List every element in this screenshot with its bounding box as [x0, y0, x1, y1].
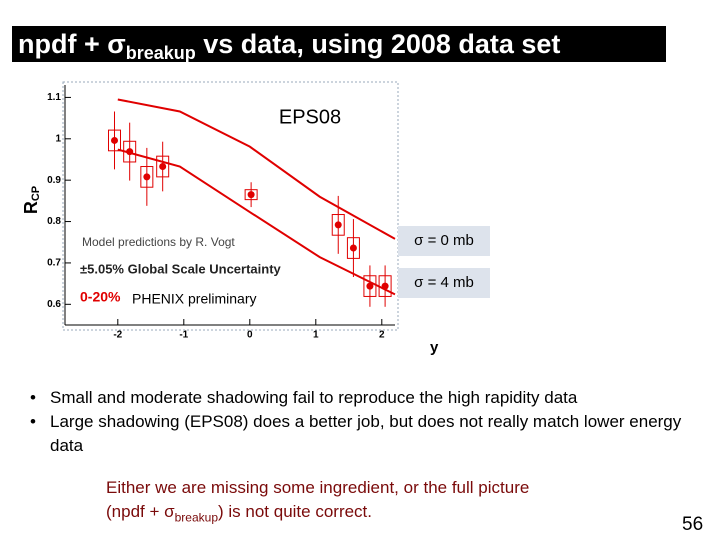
y-tick-label: 0.9 [47, 175, 61, 186]
y-tick-label: 1.1 [47, 92, 61, 103]
y-tick-label: 0.7 [47, 258, 61, 269]
curve [117, 98, 396, 240]
conclusion-line: (npdf + σbreakup) is not quite correct. [106, 500, 529, 529]
sys-box [108, 129, 121, 152]
point [247, 191, 255, 199]
point [366, 282, 374, 290]
title-text: vs data, using 2008 data set [203, 29, 561, 59]
y-tick-label: 1 [55, 133, 61, 144]
title-subscript: breakup [125, 43, 196, 63]
y-tick-label: 0.8 [47, 216, 61, 227]
x-axis-label: y [430, 339, 439, 356]
sys-box [244, 189, 258, 201]
annotation: EPS08 [279, 106, 341, 128]
point [349, 244, 357, 252]
legend-box [398, 226, 490, 256]
x-tick-label: -2 [113, 330, 122, 341]
title-text: npdf + σ [18, 29, 126, 59]
x-tick-label: 1 [313, 330, 319, 341]
point [159, 163, 167, 171]
plot-frame [62, 81, 399, 331]
label: R [21, 201, 41, 214]
chart: 0.6 0.7 0.8 0.9 1 1.1 -2 -1 0 1 2 RCP y EPS08 Model pr… [21, 81, 490, 356]
legend-label: PHENIX preliminary [132, 291, 256, 307]
point [111, 136, 118, 144]
annotation: ±5.05% Global Scale Uncertainty [80, 261, 282, 276]
sys-box [140, 166, 154, 188]
curve [117, 148, 396, 296]
x-tick-label: -1 [179, 330, 188, 341]
conclusion-line: Either we are missing some ingredient, o… [106, 478, 530, 497]
bullet-list: Small and moderate shadowing fail to rep… [30, 386, 710, 458]
conclusion: Either we are missing some ingredient, o… [106, 476, 529, 529]
annotation: Model predictions by R. Vogt [82, 235, 235, 249]
y-axis-label: RCP [21, 186, 42, 214]
text: (npdf + σ [106, 502, 175, 521]
legend-box [398, 268, 490, 298]
sys-box [331, 214, 345, 236]
point [334, 221, 342, 229]
y-tick-label: 0.6 [47, 299, 61, 310]
text: ) is not quite correct. [218, 502, 373, 521]
point [143, 173, 151, 181]
subscript: breakup [174, 510, 218, 525]
bullet: Large shadowing (EPS08) does a better jo… [30, 410, 710, 458]
page-number: 56 [682, 514, 704, 535]
legend-label: σ = 0 mb [414, 232, 474, 249]
x-tick-label: 2 [379, 330, 385, 341]
label-subscript: CP [30, 186, 42, 201]
annotation: 0-20% [80, 289, 121, 305]
bullet: Small and moderate shadowing fail to rep… [30, 386, 710, 410]
x-tick-label: 0 [247, 330, 253, 341]
sys-box [363, 275, 377, 297]
sys-box [156, 155, 170, 178]
sys-box [346, 237, 360, 259]
legend-label: σ = 4 mb [414, 274, 474, 291]
slide-title: npdf + σbreakup vs data, using 2008 data… [12, 26, 666, 63]
